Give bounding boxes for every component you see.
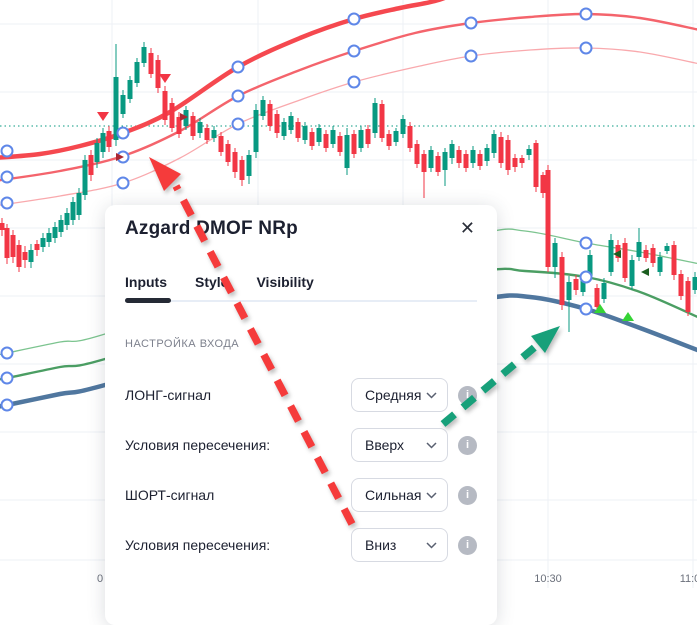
tab-visibility[interactable]: Visibility	[256, 273, 313, 291]
active-tab-indicator	[125, 298, 171, 303]
svg-text:10:30: 10:30	[534, 573, 562, 585]
info-icon[interactable]: i	[458, 386, 477, 405]
short-signal-label: ШОРТ-сигнал	[125, 487, 214, 503]
row-short-signal: ШОРТ-сигнал Сильная i	[125, 478, 477, 512]
info-icon[interactable]: i	[458, 486, 477, 505]
long-signal-select[interactable]: Средняя	[351, 378, 448, 412]
dialog-header: Azgard DMOF NRp ✕	[125, 217, 477, 241]
close-icon[interactable]: ✕	[458, 217, 477, 239]
row-long-cross-condition: Условия пересечения: Вверх i	[125, 428, 477, 462]
indicator-settings-dialog: Azgard DMOF NRp ✕ Inputs Style Visibilit…	[105, 205, 497, 625]
tab-style[interactable]: Style	[195, 273, 228, 291]
chevron-down-icon	[426, 542, 437, 549]
section-label: НАСТРОЙКА ВХОДА	[125, 338, 477, 351]
long-cross-label: Условия пересечения:	[125, 437, 270, 453]
long-cross-value: Вверх	[365, 437, 404, 453]
short-cross-select[interactable]: Вниз	[351, 528, 448, 562]
chevron-down-icon	[426, 392, 437, 399]
short-cross-label: Условия пересечения:	[125, 537, 270, 553]
chevron-down-icon	[426, 442, 437, 449]
chevron-down-icon	[426, 492, 437, 499]
dialog-tabs: Inputs Style Visibility	[125, 273, 477, 291]
dialog-title: Azgard DMOF NRp	[125, 217, 298, 241]
tab-underline-track	[125, 300, 477, 302]
row-short-cross-condition: Условия пересечения: Вниз i	[125, 528, 477, 562]
long-signal-label: ЛОНГ-сигнал	[125, 387, 211, 403]
long-signal-value: Средняя	[365, 387, 421, 403]
short-signal-value: Сильная	[365, 487, 422, 503]
tab-inputs[interactable]: Inputs	[125, 273, 167, 291]
svg-text:0: 0	[97, 573, 103, 585]
short-cross-value: Вниз	[365, 537, 396, 553]
info-icon[interactable]: i	[458, 536, 477, 555]
row-long-signal: ЛОНГ-сигнал Средняя i	[125, 378, 477, 412]
short-signal-select[interactable]: Сильная	[351, 478, 448, 512]
info-icon[interactable]: i	[458, 436, 477, 455]
svg-text:11:0: 11:0	[680, 573, 697, 585]
long-cross-select[interactable]: Вверх	[351, 428, 448, 462]
